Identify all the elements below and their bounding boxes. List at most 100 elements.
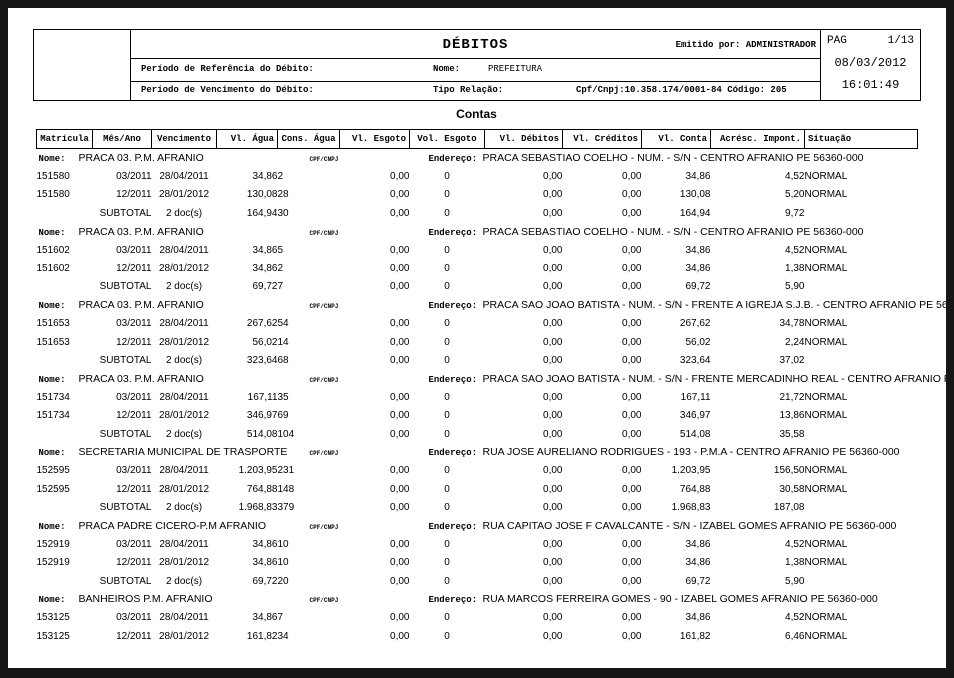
cell-matricula: 153125 — [36, 630, 70, 642]
report-date: 08/03/2012 — [834, 56, 907, 70]
report-header: DÉBITOS Emitido por: ADMINISTRADOR Perío… — [33, 29, 921, 101]
subtotal-vol_esgoto: 0 — [444, 207, 450, 219]
table-row: 151580 03/2011 28/04/2011 34,86 2 0,00 0 0,00 0,… — [37, 167, 918, 185]
cell-matricula: 151580 — [36, 171, 70, 183]
cell-vl_esgoto: 0,00 — [390, 336, 410, 348]
cell-situacao: NORMAL — [804, 538, 848, 550]
cell-cons: 28 — [277, 189, 289, 201]
cell-vl_esgoto: 0,00 — [390, 189, 410, 201]
cell-venc: 28/01/2012 — [158, 189, 210, 201]
cell-vl_conta: 1.203,95 — [671, 465, 711, 477]
subtotal-acresc: 5,90 — [785, 281, 805, 293]
col-vl-creditos: Vl. Créditos — [562, 129, 642, 149]
subtotal-label: SUBTOTAL — [99, 281, 152, 293]
cell-vl_debitos: 0,00 — [543, 189, 563, 201]
subtotal-vl_debitos: 0,00 — [543, 281, 563, 293]
cell-matricula: 151734 — [36, 410, 70, 422]
tipo-relacao-label: Tipo Relação: — [433, 85, 504, 95]
cell-vol_esgoto: 0 — [444, 263, 450, 275]
cell-venc: 28/01/2012 — [158, 336, 210, 348]
cell-vl_creditos: 0,00 — [622, 557, 642, 569]
subtotal-vl_esgoto: 0,00 — [390, 354, 410, 366]
group-endereco-label: Endereço: — [428, 227, 478, 238]
cell-vl_debitos: 0,00 — [543, 318, 563, 330]
cell-empty — [805, 204, 918, 222]
subtotal-vl_creditos: 0,00 — [622, 428, 642, 440]
col-vol-esgoto: Vol. Esgoto — [409, 129, 485, 149]
page-info-box: PAG 1/13 08/03/2012 16:01:49 — [820, 30, 920, 100]
cell-acresc: 1,38 — [785, 263, 805, 275]
cell-cons: 2 — [277, 263, 284, 275]
group-cpf-label: CPF/CNPJ — [309, 597, 339, 605]
cell-vl_agua: 34,86 — [252, 538, 278, 550]
subtotal-docs: 2 doc(s) — [165, 207, 203, 219]
cell-vol_esgoto: 0 — [444, 483, 450, 495]
page-title: DÉBITOS — [442, 37, 509, 53]
subtotal-vl_conta: 323,64 — [679, 354, 711, 366]
cell-vl_esgoto: 0,00 — [390, 483, 410, 495]
group-header-row: Nome: PRACA 03. P.M. AFRANIO CPF/CNPJ Ender… — [37, 296, 947, 314]
cell-vl_esgoto: 0,00 — [390, 410, 410, 422]
cell-matricula: 151580 — [36, 189, 70, 201]
subtotal-cons: 379 — [277, 502, 295, 514]
col-vl-conta: Vl. Conta — [641, 129, 711, 149]
group-nome-value: PRACA 03. P.M. AFRANIO — [78, 372, 204, 385]
cell-vl_conta: 764,88 — [679, 483, 711, 495]
contas-table-head: Matrícula Mês/Ano Vencimento Vl. Água Co… — [36, 129, 918, 149]
subtotal-vl_conta: 514,08 — [679, 428, 711, 440]
cell-vl_esgoto: 0,00 — [390, 263, 410, 275]
header-center: DÉBITOS Emitido por: ADMINISTRADOR Perío… — [131, 30, 820, 100]
cell-acresc: 6,46 — [785, 630, 805, 642]
cell-empty — [37, 425, 93, 443]
cell-acresc: 4,52 — [785, 538, 805, 550]
cell-vl_agua: 34,86 — [252, 557, 278, 569]
group-nome-value: PRACA 03. P.M. AFRANIO — [78, 299, 204, 312]
group-endereco-value: RUA JOSE AURELIANO RODRIGUES - 193 - P.M… — [482, 446, 900, 459]
cell-venc: 28/01/2012 — [158, 263, 210, 275]
subtotal-vl_debitos: 0,00 — [543, 354, 563, 366]
cell-mes: 03/2011 — [116, 391, 152, 403]
subtotal-row: SUBTOTAL 2 doc(s) 69,72 20 0,00 0 0,00 0,00 69,7… — [37, 572, 918, 590]
subtotal-vl_agua: 164,94 — [246, 207, 278, 219]
table-row: 151580 12/2011 28/01/2012 130,08 28 0,00 0 0,00… — [37, 186, 918, 204]
subtotal-docs: 2 doc(s) — [165, 502, 203, 514]
cell-vl_debitos: 0,00 — [543, 171, 563, 183]
cell-venc: 28/01/2012 — [158, 630, 210, 642]
group-nome-label: Nome: — [38, 521, 66, 532]
cell-vl_esgoto: 0,00 — [390, 630, 410, 642]
subtotal-acresc: 35,58 — [779, 428, 805, 440]
cell-venc: 28/01/2012 — [158, 410, 210, 422]
subtotal-vol_esgoto: 0 — [444, 502, 450, 514]
subtotal-vl_conta: 164,94 — [679, 207, 711, 219]
cell-vl_creditos: 0,00 — [622, 483, 642, 495]
cell-empty — [37, 351, 93, 369]
cell-vl_debitos: 0,00 — [543, 391, 563, 403]
group-header-row: Nome: BANHEIROS P.M. AFRANIO CPF/CNPJ Ender… — [37, 590, 918, 608]
cell-vl_debitos: 0,00 — [543, 244, 563, 256]
cell-vl_agua: 56,02 — [252, 336, 278, 348]
group-endereco-label: Endereço: — [428, 448, 478, 459]
cell-vl_conta: 346,97 — [679, 410, 711, 422]
cell-vl_agua: 167,11 — [247, 391, 278, 403]
col-mes-ano: Mês/Ano — [92, 129, 152, 149]
cell-vl_agua: 764,88 — [246, 483, 278, 495]
header-title-row: DÉBITOS Emitido por: ADMINISTRADOR — [131, 30, 820, 59]
subtotal-vl_agua: 69,72 — [252, 281, 278, 293]
table-row: 151734 12/2011 28/01/2012 346,97 69 0,00 0 0,00… — [37, 406, 918, 424]
report-page: DÉBITOS Emitido por: ADMINISTRADOR Perío… — [8, 8, 946, 668]
cell-cons: 69 — [277, 410, 289, 422]
cell-acresc: 4,52 — [785, 171, 805, 183]
table-row: 151653 12/2011 28/01/2012 56,02 14 0,00 0 0,00 0… — [37, 333, 918, 351]
cell-situacao: NORMAL — [804, 465, 848, 477]
group-endereco-label: Endereço: — [428, 154, 478, 164]
col-acresc: Acrésc. Impont. — [710, 129, 805, 149]
cell-vl_agua: 1.203,95 — [238, 465, 278, 477]
col-cons-agua: Cons. Água — [277, 129, 340, 149]
cell-vl_debitos: 0,00 — [543, 465, 563, 477]
cell-vl_creditos: 0,00 — [622, 391, 642, 403]
subtotal-cons: 68 — [277, 354, 289, 366]
cell-vl_creditos: 0,00 — [622, 244, 642, 256]
group-endereco-value: PRACA SEBASTIAO COELHO - NUM. - S/N - CE… — [482, 152, 864, 164]
cell-cons: 231 — [277, 465, 295, 477]
subtotal-vl_conta: 1.968,83 — [671, 502, 711, 514]
